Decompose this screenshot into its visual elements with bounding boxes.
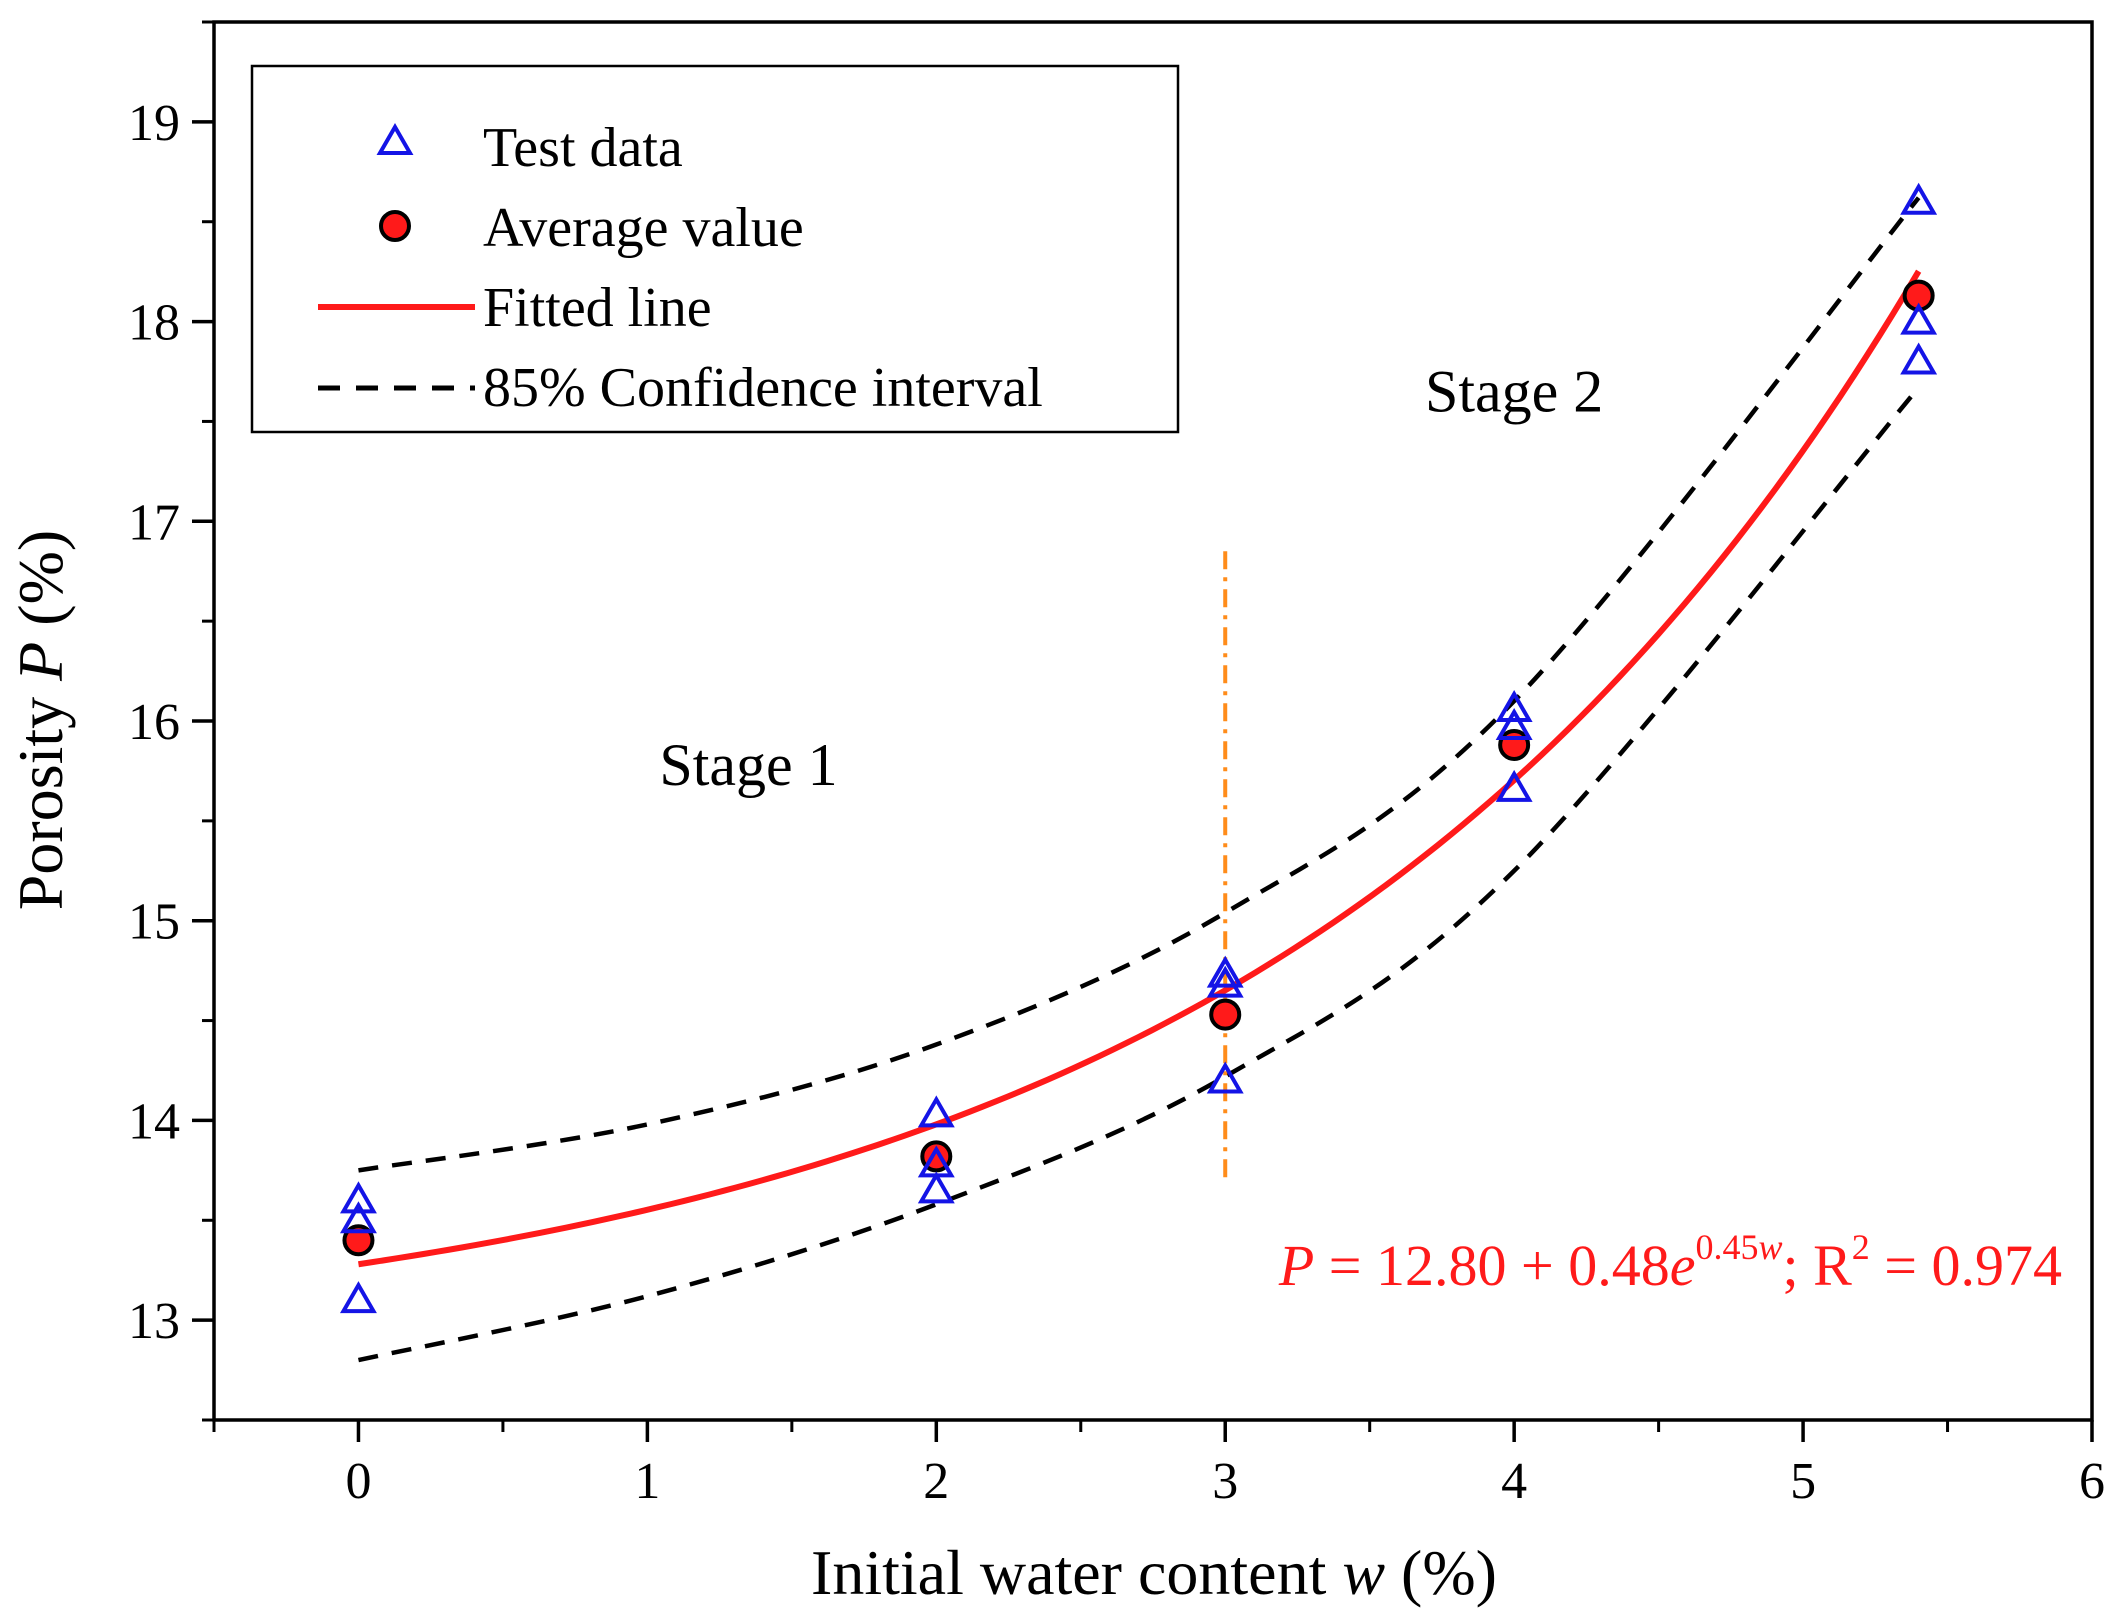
x-tick-label-4: 4 — [1501, 1453, 1527, 1510]
plot-frame — [212, 20, 2094, 1422]
test-data-point-14 — [1900, 342, 1938, 375]
y-tick-label-15: 15 — [128, 894, 180, 951]
equation-r-value: = 0.974 — [1870, 1233, 2062, 1298]
equation-r-squared: 2 — [1852, 1227, 1870, 1267]
equation-exponent-var: w — [1758, 1227, 1782, 1267]
legend-ci-label: 85% Confidence interval — [483, 357, 1043, 419]
legend-test-data-label: Test data — [483, 117, 683, 179]
equation-r: ; R — [1782, 1233, 1852, 1298]
average-point-3 — [1498, 728, 1531, 761]
test-data-point-10 — [1495, 707, 1533, 740]
test-data-point-8 — [1206, 1061, 1244, 1094]
test-data-point-3 — [917, 1095, 955, 1128]
axes-layer: 0 1 2 3 4 5 6 13 14 15 16 17 18 19 — [128, 20, 2105, 1510]
equation-e-var: e — [1670, 1233, 1696, 1298]
test-data-point-6 — [1206, 955, 1244, 988]
equation-p-var: P — [1278, 1233, 1314, 1298]
stage-1-label: Stage 1 — [659, 732, 837, 798]
x-tick-label-2: 2 — [923, 1453, 949, 1510]
ci-upper-line — [358, 196, 1921, 1173]
test-data-point-13 — [1900, 302, 1938, 335]
y-axis-title: Porosity P (%) — [5, 530, 76, 910]
legend-average-label: Average value — [483, 197, 804, 259]
average-point-2 — [1209, 998, 1242, 1031]
x-axis-title: Initial water content w (%) — [811, 1537, 1497, 1608]
test-data-point-2 — [339, 1281, 377, 1314]
test-data-point-7 — [1206, 965, 1244, 998]
legend-test-data-marker — [376, 122, 414, 155]
y-tick-label-18: 18 — [128, 295, 180, 352]
legend-average-marker — [379, 210, 411, 242]
legend: Test data Average value Fitted line 85% … — [250, 64, 1180, 434]
fit-equation: P = 12.80 + 0.48e0.45w; R2 = 0.974 — [1278, 1227, 2062, 1298]
y-tick-label-14: 14 — [128, 1093, 180, 1150]
confidence-interval-layer — [357, 196, 1921, 1363]
x-tick-label-1: 1 — [634, 1453, 660, 1510]
legend-box — [250, 64, 1180, 434]
fitted-line-layer — [358, 269, 1922, 1268]
test-data-point-1 — [339, 1201, 377, 1234]
x-tick-label-3: 3 — [1212, 1453, 1238, 1510]
test-data-point-12 — [1900, 182, 1938, 215]
ci-lower-line — [357, 386, 1921, 1363]
y-tick-label-17: 17 — [128, 494, 180, 551]
test-data-point-5 — [917, 1171, 955, 1204]
y-tick-label-13: 13 — [128, 1293, 180, 1350]
equation-exponent: 0.45 — [1695, 1227, 1758, 1267]
test-data-point-9 — [1495, 690, 1533, 723]
fitted-line — [358, 269, 1922, 1268]
data-points-layer — [339, 182, 1938, 1314]
stage-2-label: Stage 2 — [1425, 358, 1603, 424]
x-tick-label-0: 0 — [345, 1453, 371, 1510]
y-tick-label-16: 16 — [128, 694, 180, 751]
x-tick-label-6: 6 — [2079, 1453, 2105, 1510]
test-data-point-0 — [339, 1181, 377, 1214]
test-data-point-11 — [1495, 769, 1533, 802]
legend-fitted-line-label: Fitted line — [483, 277, 712, 339]
y-tick-label-19: 19 — [128, 95, 180, 152]
equation-main: = 12.80 + 0.48 — [1314, 1233, 1669, 1298]
x-tick-label-5: 5 — [1790, 1453, 1816, 1510]
